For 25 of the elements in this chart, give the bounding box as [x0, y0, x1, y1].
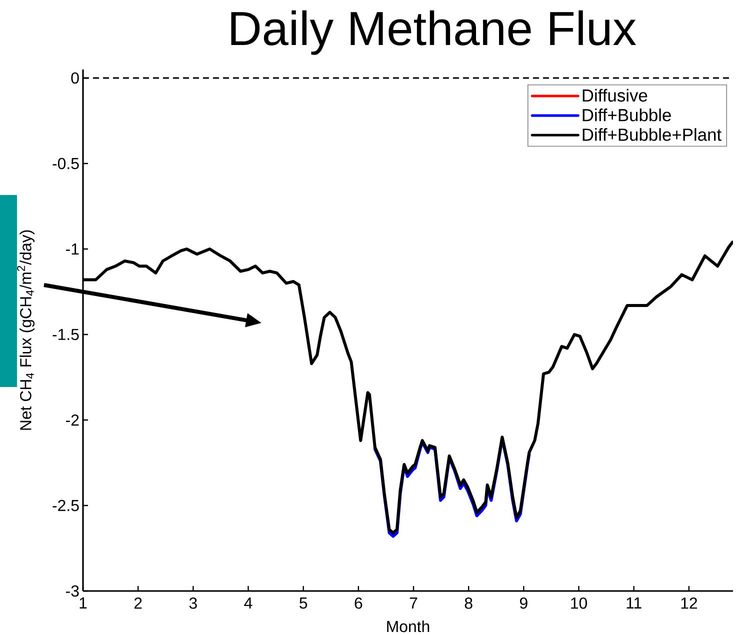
x-tick-label: 5: [300, 598, 308, 609]
x-tick-label: 12: [681, 598, 697, 609]
chart-title: Daily Methane Flux: [231, 10, 636, 55]
y-tick-label: -3: [66, 585, 79, 597]
x-tick-label: 4: [244, 598, 252, 608]
x-tick-label: 8: [464, 598, 472, 609]
legend-label: Diff+Bubble+Plant: [582, 128, 722, 141]
y-tick-label: -1: [66, 244, 79, 255]
y-tick-label: -2.5: [52, 500, 79, 512]
x-tick-label: 2: [134, 598, 142, 609]
y-tick-label: -2: [66, 414, 79, 426]
y-tick-label: -0.5: [52, 158, 79, 170]
x-tick-label: 9: [520, 598, 528, 609]
x-tick-label: 11: [626, 598, 642, 608]
x-tick-label: 3: [189, 598, 197, 609]
legend-label: Diffusive: [582, 88, 648, 102]
x-axis-title: Month: [387, 620, 430, 632]
y-tick-label: 0: [71, 72, 79, 84]
x-tick-label: 6: [354, 598, 362, 609]
x-tick-label: 1: [80, 598, 87, 608]
x-tick-label: 7: [410, 598, 418, 608]
legend-label: Diff+Bubble: [582, 108, 671, 122]
x-tick-label: 10: [571, 598, 587, 609]
y-axis-title: Net CH$_{4}$ Flux (gCH$_{4}$/m$^{2}$/day): [17, 230, 35, 430]
y-tick-label: -1.5: [52, 328, 79, 340]
